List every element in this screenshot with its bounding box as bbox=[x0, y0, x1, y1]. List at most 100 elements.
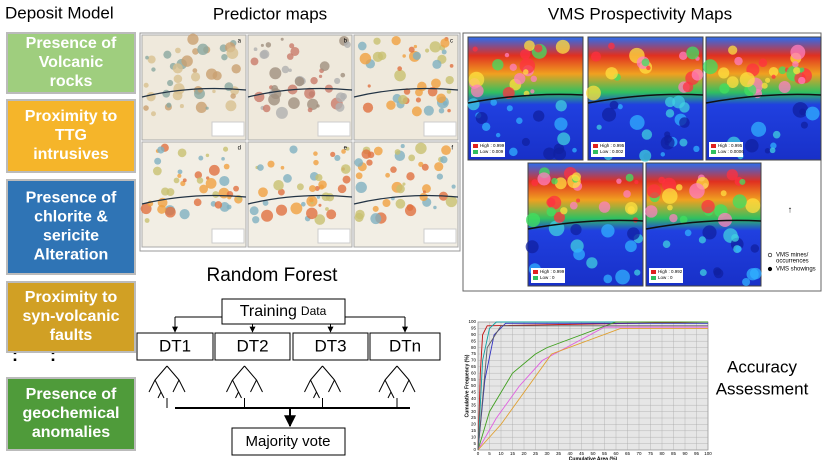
map-blob bbox=[219, 202, 230, 212]
map-legend bbox=[423, 228, 457, 244]
map-blob bbox=[182, 178, 187, 183]
map-legend bbox=[591, 142, 625, 157]
map-blob bbox=[634, 179, 639, 185]
map-blob bbox=[702, 59, 718, 75]
map-legend bbox=[423, 121, 457, 137]
predictor-map: b bbox=[247, 34, 353, 141]
map-blob bbox=[627, 227, 640, 241]
map-legend bbox=[709, 142, 743, 157]
fault-line bbox=[247, 194, 353, 205]
model-box-text: syn-volcanic bbox=[23, 308, 120, 325]
map-blob bbox=[373, 146, 383, 156]
map-blob bbox=[440, 156, 448, 164]
tree-box bbox=[292, 332, 369, 361]
model-box-text: Presence of bbox=[26, 386, 117, 403]
map-blob bbox=[290, 202, 303, 215]
map-blob bbox=[530, 89, 535, 94]
map-blob bbox=[296, 183, 304, 191]
legend-text: VMS mines/ bbox=[776, 253, 809, 259]
map-blob bbox=[548, 220, 565, 237]
x-tick-label: 0 bbox=[477, 451, 480, 456]
map-blob bbox=[624, 240, 637, 253]
x-tick-label: 50 bbox=[590, 451, 596, 456]
model-box-text: Volcanic bbox=[39, 54, 104, 71]
map-blob bbox=[734, 56, 743, 66]
map-blob bbox=[334, 77, 341, 84]
map-blob bbox=[335, 102, 345, 112]
panel-letter: d bbox=[238, 146, 241, 152]
map-blob bbox=[608, 42, 615, 50]
legend-text: Low : 0.009 bbox=[480, 149, 504, 154]
map-blob bbox=[761, 82, 768, 89]
map-blob bbox=[603, 274, 613, 284]
map-blob bbox=[492, 59, 504, 71]
map-blob bbox=[271, 85, 279, 92]
legend-text: occurrences bbox=[776, 259, 809, 265]
model-box-text: rocks bbox=[50, 73, 93, 90]
map-blob bbox=[390, 166, 397, 173]
map-blob bbox=[223, 146, 229, 152]
map-blob bbox=[403, 88, 411, 95]
map-blob bbox=[546, 197, 556, 207]
model-box-text: Presence of bbox=[26, 35, 117, 52]
map-blob bbox=[277, 188, 285, 196]
fault-line bbox=[141, 87, 247, 98]
model-box-text: Proximity to bbox=[25, 108, 118, 125]
map-blob bbox=[316, 195, 321, 199]
map-blob bbox=[490, 99, 498, 106]
map-blob bbox=[800, 121, 808, 129]
map-blob bbox=[366, 159, 373, 166]
map-blob bbox=[438, 107, 445, 114]
map-blob bbox=[506, 105, 513, 112]
map-legend bbox=[649, 268, 683, 283]
map-blob bbox=[446, 89, 452, 94]
map-blob bbox=[445, 195, 458, 208]
y-tick-label: 75 bbox=[471, 351, 477, 356]
map-blob bbox=[225, 100, 237, 112]
map-blob bbox=[569, 201, 578, 210]
map-blob bbox=[719, 83, 730, 94]
map-blob bbox=[319, 61, 330, 72]
map-blob bbox=[280, 37, 284, 41]
tree-label: DT2 bbox=[236, 336, 268, 355]
map-blob bbox=[422, 190, 426, 194]
map-blob bbox=[275, 204, 288, 216]
map-blob bbox=[534, 44, 543, 53]
map-blob bbox=[689, 183, 705, 199]
map-blob bbox=[557, 132, 571, 146]
map-blob bbox=[208, 164, 220, 176]
y-tick-label: 95 bbox=[471, 326, 477, 331]
map-blob bbox=[520, 49, 531, 60]
map-blob bbox=[735, 245, 742, 253]
map-blob bbox=[698, 236, 706, 244]
model-box-text: Proximity to bbox=[25, 289, 118, 306]
legend-low bbox=[593, 150, 598, 154]
map-blob bbox=[288, 68, 292, 73]
map-blob bbox=[745, 198, 761, 214]
map-blob bbox=[758, 58, 768, 68]
map-blob bbox=[691, 69, 704, 81]
map-blob bbox=[260, 43, 264, 47]
map-blob bbox=[400, 144, 405, 149]
map-blob bbox=[370, 213, 382, 225]
legend-text: High : 0.995 bbox=[718, 143, 743, 148]
y-tick-label: 10 bbox=[471, 434, 477, 439]
map-blob bbox=[398, 94, 408, 105]
map-blob bbox=[259, 50, 268, 59]
map-blob bbox=[175, 47, 181, 54]
accuracy-title: Accuracy bbox=[727, 357, 797, 376]
map-blob bbox=[408, 154, 416, 162]
panel-letter: c bbox=[450, 39, 453, 45]
legend-high bbox=[711, 144, 716, 148]
map-blob bbox=[525, 212, 541, 228]
map-blob bbox=[772, 130, 781, 139]
map-blob bbox=[391, 36, 401, 46]
map-blob bbox=[221, 157, 225, 161]
map-blob bbox=[262, 200, 269, 206]
y-tick-label: 35 bbox=[471, 402, 477, 407]
tree-label: DT3 bbox=[314, 336, 346, 355]
map-blob bbox=[150, 111, 156, 117]
map-blob bbox=[402, 182, 406, 186]
map-blob bbox=[250, 57, 259, 66]
